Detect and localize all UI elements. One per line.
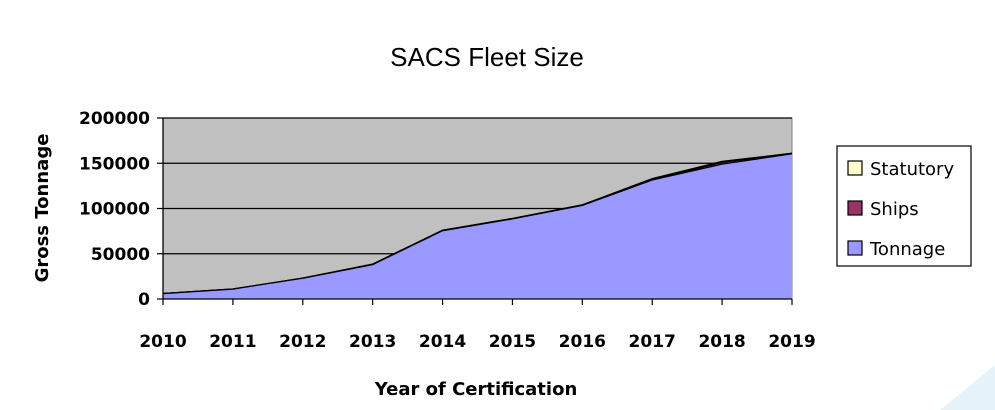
x-axis-ticks: 2010 2011 2012 2013 2014 2015 2016 2017 2018 2019: [139, 332, 815, 352]
x-tick-label: 2013: [349, 332, 396, 352]
axes: [157, 117, 793, 305]
y-tick-label: 150000: [79, 154, 150, 174]
x-tick-label: 2019: [768, 332, 815, 352]
x-tick-label: 2015: [489, 332, 536, 352]
x-tick-label: 2010: [139, 332, 186, 352]
x-tick-label: 2016: [559, 332, 606, 352]
legend-swatch-ships: [847, 200, 863, 216]
y-tick-label: 200000: [79, 109, 150, 129]
y-tick-label: 0: [138, 290, 150, 310]
x-tick-label: 2011: [209, 332, 256, 352]
series-layer: [162, 152, 793, 299]
corner-decoration: [940, 365, 995, 410]
legend-label-tonnage: Tonnage: [869, 239, 945, 260]
x-tick-label: 2012: [279, 332, 326, 352]
legend-swatch-statutory: [847, 160, 863, 176]
series-line-tonnage: [162, 153, 793, 295]
x-tick-label: 2014: [419, 332, 466, 352]
x-axis-title: Year of Certification: [374, 379, 578, 400]
legend: Statutory Ships Tonnage: [836, 145, 972, 267]
x-tick-label: 2018: [698, 332, 745, 352]
x-tick-label: 2017: [629, 332, 676, 352]
legend-label-ships: Ships: [870, 199, 919, 220]
legend-label-statutory: Statutory: [870, 159, 954, 180]
y-axis-title: Gross Tonnage: [32, 134, 53, 283]
y-tick-label: 100000: [79, 200, 150, 220]
y-tick-label: 50000: [91, 245, 150, 265]
series-area-tonnage: [163, 153, 792, 299]
y-axis-ticks: 0 50000 100000 150000 200000: [79, 109, 150, 310]
chart-title: SACS Fleet Size: [390, 42, 584, 72]
legend-swatch-tonnage: [847, 240, 863, 256]
